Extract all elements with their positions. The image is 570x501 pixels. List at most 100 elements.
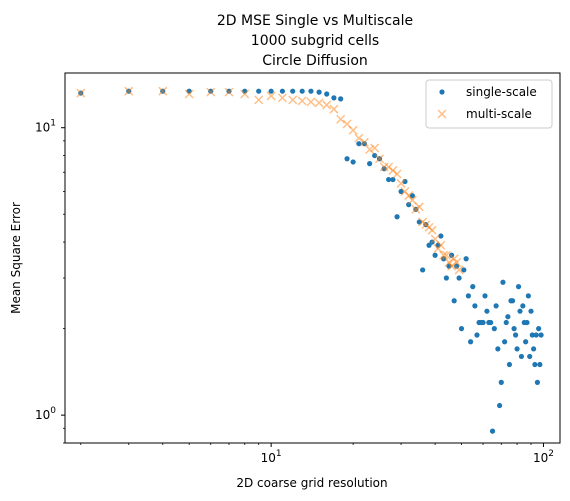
single-scale-point bbox=[461, 267, 467, 273]
single-scale-point bbox=[506, 361, 513, 368]
single-scale-point bbox=[443, 275, 449, 281]
single-scale-point bbox=[467, 339, 474, 345]
single-scale-point bbox=[279, 88, 286, 94]
multi-scale-point bbox=[240, 89, 250, 99]
single-scale-point bbox=[463, 256, 469, 262]
single-scale-point bbox=[290, 88, 296, 94]
multi-scale-point bbox=[441, 250, 451, 260]
single-scale-point bbox=[268, 88, 274, 94]
single-scale-point bbox=[386, 176, 392, 183]
legend-label-single-scale: single-scale bbox=[466, 85, 537, 99]
x-axis-label: 2D coarse grid resolution bbox=[236, 476, 387, 490]
single-scale-point bbox=[361, 141, 367, 147]
single-scale-point bbox=[299, 88, 305, 94]
single-scale-point bbox=[518, 353, 525, 360]
multi-scale-point bbox=[266, 91, 276, 101]
single-scale-point bbox=[454, 263, 460, 269]
single-scale-point bbox=[524, 319, 530, 326]
multi-scale-point bbox=[436, 240, 446, 250]
single-scale-point bbox=[420, 267, 426, 273]
multi-scale-point bbox=[314, 98, 324, 108]
multi-scale-point bbox=[329, 104, 339, 114]
legend-marker-single-scale bbox=[439, 89, 445, 95]
single-scale-point bbox=[495, 346, 501, 352]
single-scale-point bbox=[344, 156, 350, 162]
single-scale-point bbox=[338, 96, 344, 102]
single-scale-point bbox=[438, 233, 444, 239]
single-scale-point bbox=[350, 159, 356, 165]
single-scale-point bbox=[528, 308, 534, 314]
single-scale-point bbox=[456, 275, 462, 281]
legend: single-scale multi-scale bbox=[425, 79, 553, 129]
multi-scale-point bbox=[322, 100, 332, 110]
single-scale-point bbox=[480, 319, 486, 326]
y-axis-label: Mean Square Error bbox=[9, 202, 23, 314]
single-scale-point bbox=[502, 339, 508, 345]
single-scale-point bbox=[493, 303, 499, 309]
multi-scale-point bbox=[374, 154, 385, 164]
single-scale-point bbox=[256, 88, 262, 94]
single-scale-point bbox=[500, 279, 506, 285]
plot-frame bbox=[64, 72, 561, 444]
multi-scale-point bbox=[452, 257, 462, 267]
multi-scale-point bbox=[414, 202, 424, 212]
single-scale-point bbox=[356, 141, 362, 147]
single-scale-point bbox=[520, 303, 526, 309]
single-scale-point bbox=[533, 332, 539, 338]
single-scale-point bbox=[451, 298, 457, 304]
multi-scale-point bbox=[76, 88, 86, 98]
single-scale-point bbox=[536, 326, 542, 332]
x-tick-label: 101 bbox=[261, 449, 282, 465]
multi-scale-point bbox=[184, 89, 194, 99]
single-scale-point bbox=[505, 314, 511, 320]
y-tick-label: 101 bbox=[35, 119, 56, 135]
single-scale-point bbox=[517, 308, 523, 314]
multi-scale-point bbox=[254, 95, 264, 105]
single-scale-point bbox=[496, 402, 503, 409]
single-scale-point bbox=[394, 214, 400, 220]
chart-title-line-3: Circle Diffusion bbox=[262, 53, 368, 69]
x-tick-label: 102 bbox=[533, 449, 554, 465]
multi-scale-point bbox=[392, 169, 402, 179]
single-scale-point bbox=[390, 176, 396, 183]
axes: 101 102 100 101 bbox=[35, 119, 554, 465]
multi-scale-point bbox=[365, 144, 375, 155]
multi-scale-point bbox=[124, 86, 134, 96]
single-scale-point bbox=[531, 346, 537, 352]
single-scale-point bbox=[472, 303, 478, 309]
single-scale-point bbox=[484, 308, 490, 314]
chart-title-line-2: 1000 subgrid cells bbox=[251, 33, 379, 49]
single-scale-point bbox=[470, 284, 476, 290]
multi-scale-point bbox=[454, 265, 464, 275]
single-scale-point bbox=[324, 91, 330, 97]
chart-title-line-1: 2D MSE Single vs Multiscale bbox=[217, 13, 413, 29]
single-scale-point bbox=[488, 319, 494, 326]
single-scale-point bbox=[537, 361, 543, 368]
single-scale-point bbox=[308, 88, 314, 94]
multi-scale-point bbox=[359, 137, 369, 147]
single-scale-point bbox=[512, 332, 519, 338]
multi-scale-point bbox=[224, 87, 234, 97]
single-scale-point bbox=[525, 293, 531, 299]
single-scale-point bbox=[316, 89, 322, 95]
multi-scale-point bbox=[396, 178, 406, 188]
single-scale-point bbox=[514, 346, 520, 352]
multi-scale-point bbox=[354, 133, 364, 143]
single-scale-point bbox=[527, 353, 533, 360]
single-scale-point bbox=[367, 161, 373, 167]
legend-x-glyph bbox=[437, 109, 447, 119]
y-tick-label: 100 bbox=[35, 406, 56, 422]
single-scale-point bbox=[532, 361, 538, 368]
plot-area bbox=[76, 86, 544, 434]
multi-scale-point bbox=[306, 97, 316, 107]
single-scale-point bbox=[511, 326, 517, 332]
legend-marker-multi-scale bbox=[437, 109, 447, 119]
multi-scale-point bbox=[427, 225, 437, 235]
single-scale-point bbox=[515, 284, 522, 290]
single-scale-point bbox=[458, 326, 465, 332]
single-scale-point bbox=[474, 332, 480, 338]
single-scale-point bbox=[465, 293, 471, 299]
multi-scale-point bbox=[336, 114, 346, 124]
single-scale-point bbox=[398, 188, 404, 195]
